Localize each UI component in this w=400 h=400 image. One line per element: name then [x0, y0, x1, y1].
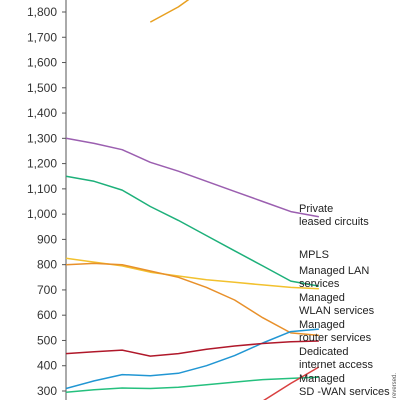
y-tick-label: 1,600: [27, 56, 57, 70]
series-labels: Private leased circuits MPLS Managed LAN…: [299, 203, 390, 398]
series-line-series-8: [263, 366, 320, 400]
y-tick-label: 500: [37, 333, 57, 347]
y-tick-label: 1,400: [27, 106, 57, 120]
y-tick-label: 1,300: [27, 131, 57, 145]
label-dedicated-internet-access: Dedicated internet access: [299, 346, 373, 371]
y-tick-label: 300: [37, 384, 57, 398]
series-line-managed-router-services: [65, 328, 319, 390]
y-tick-label: 1,100: [27, 182, 57, 196]
y-tick-label: 800: [37, 258, 57, 272]
series-line-managed-sd-wan-services: [65, 376, 319, 394]
y-tick-label: 400: [37, 359, 57, 373]
label-private-leased-circuits: Private leased circuits: [299, 203, 369, 228]
y-tick-label: 1,800: [27, 5, 57, 19]
y-tick-label: 600: [37, 308, 57, 322]
label-mpls: MPLS: [299, 249, 329, 261]
series-line-dedicated-internet-access: [65, 340, 319, 357]
series-line-managed-wlan-services: [65, 262, 319, 337]
series-lines: [65, 0, 320, 400]
label-managed-sd-wan-services: Managed SD -WAN services: [299, 373, 390, 398]
label-managed-lan-services: Managed LAN services: [299, 265, 372, 290]
y-tick-label: 1,000: [27, 207, 57, 221]
series-line-mpls: [65, 175, 320, 287]
y-tick-label: 700: [37, 283, 57, 297]
y-tick-label: 1,700: [27, 30, 57, 44]
label-managed-router-services: Managed router services: [299, 319, 372, 344]
series-line-series-0: [149, 0, 190, 23]
y-axis: 300 400 500 600 700 800 900 1,000 1,100 1,200 1,30…: [27, 0, 67, 400]
y-tick-label: 900: [37, 232, 57, 246]
y-tick-label: 1,200: [27, 157, 57, 171]
series-line-private-leased-circuits: [65, 137, 320, 218]
y-tick-label: 1,500: [27, 81, 57, 95]
side-note: reversed.: [392, 373, 398, 398]
label-managed-wlan-services: Managed WLAN services: [299, 292, 375, 317]
series-line-managed-lan-services: [65, 257, 319, 290]
